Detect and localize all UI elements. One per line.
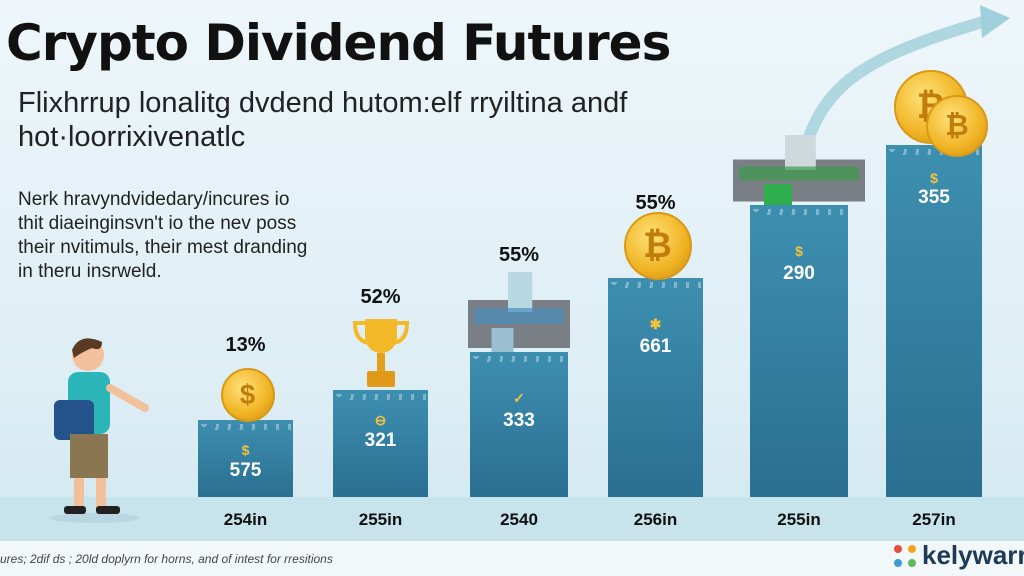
bar-wave [470, 356, 568, 362]
bar-value-label: 661 [639, 336, 672, 357]
category-label: 2540 [500, 510, 538, 529]
bar: $355 [886, 145, 982, 497]
category-label: 256in [633, 510, 678, 529]
percent-label: 55% [498, 244, 540, 266]
bar-symbol-icon: ✓ [513, 390, 525, 406]
page-title: Crypto Dividend Futures [6, 14, 671, 72]
subtitle: Flixhrrup lonalitg dvdend hutom:elf rryi… [18, 87, 628, 153]
category-label: 255in [777, 510, 821, 529]
bar-symbol-icon: $ [241, 442, 250, 458]
bar-value-label: 290 [783, 263, 815, 284]
cash-building-icon [729, 135, 869, 205]
percent-label: 13% [225, 334, 266, 356]
bar-wave [198, 424, 293, 430]
bitcoin-coin-icon: ₿ [623, 212, 692, 280]
bar-wave [750, 209, 848, 215]
category-band [0, 497, 1024, 541]
bar: ✱ 661 [608, 278, 703, 497]
bar-value-label: 575 [229, 460, 262, 481]
footer-text: ures; 2dif ds ; 20ld doplyrn for horns, … [0, 552, 333, 566]
bar-symbol-icon: ✱ [649, 316, 662, 332]
logo-icon [894, 544, 916, 567]
person-illustration [50, 338, 149, 523]
bar: $575 [198, 420, 293, 497]
bar-symbol-icon: $ [795, 243, 803, 259]
dollar-coin-icon: $ [220, 368, 275, 422]
bar-wave [608, 282, 703, 288]
category-label: 254in [223, 510, 268, 529]
brand-name: kelywarr [922, 540, 1024, 570]
bar: ✓ 333 [470, 352, 568, 497]
bar-wave [333, 394, 428, 400]
brand-logo: kelywarr [892, 540, 1024, 571]
bar-wave [886, 149, 982, 155]
percent-label: 55% [635, 192, 676, 214]
percent-label: 52% [360, 286, 401, 308]
bar-value-label: 355 [918, 187, 950, 208]
description: Nerk hravyndvidedary/incures io thit dia… [18, 189, 308, 282]
category-label: 257in [912, 510, 956, 529]
bar: ⊖ 321 [333, 390, 428, 497]
bar-value-label: 333 [503, 410, 535, 431]
category-label: 255in [358, 510, 403, 529]
city-building-icon [464, 272, 574, 352]
bar-symbol-icon: $ [930, 170, 938, 186]
bar: $290 [750, 205, 848, 497]
bitcoin-coin-icon: ₿ [926, 95, 988, 157]
bar-symbol-icon: ⊖ [374, 412, 387, 428]
trophy-icon [351, 315, 411, 390]
bar-value-label: 321 [364, 430, 397, 451]
footer [0, 541, 1024, 576]
